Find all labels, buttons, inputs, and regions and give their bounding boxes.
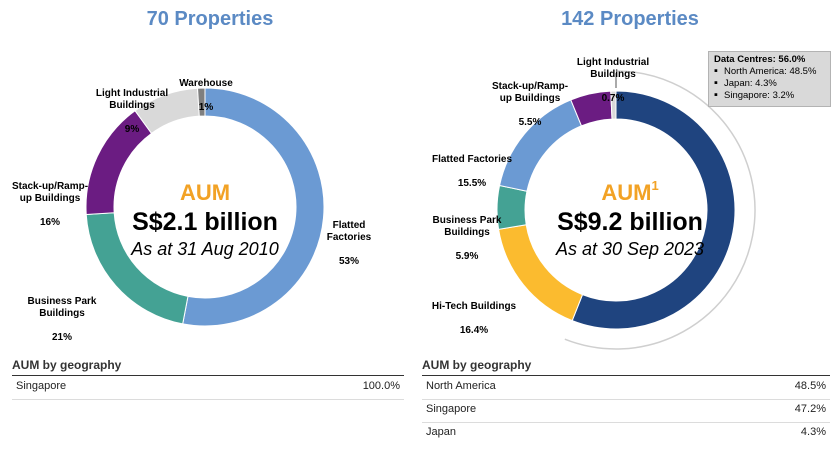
left-slice-flatted-factories <box>182 87 325 327</box>
label-r-business-park-name: Business Park Buildings <box>432 215 502 238</box>
left-aum-value: S$2.1 billion <box>132 208 278 236</box>
label-r-flatted-factories-value: 15.5% <box>457 178 487 189</box>
right-aum-date: As at 30 Sep 2023 <box>555 239 705 259</box>
label-stack-up-value: 16% <box>39 217 60 228</box>
right-chart-panel: 142 Properties Light Industrial Building… <box>420 0 840 450</box>
label-light-industrial-name: Light Industrial Buildings <box>95 88 169 111</box>
label-warehouse-name: Warehouse <box>179 78 233 89</box>
left-geo-row: Singapore 100.0% <box>12 380 404 400</box>
right-slice-data-centres <box>571 90 736 330</box>
data-centres-callout: Data Centres: 56.0% North America: 48.5%… <box>708 51 831 107</box>
geo-share: 47.2% <box>794 403 826 415</box>
geo-share: 48.5% <box>794 380 826 392</box>
right-geo-row: Japan 4.3% <box>422 426 830 446</box>
left-donut-chart <box>85 87 325 327</box>
label-business-park-value: 21% <box>51 332 72 343</box>
right-chart-title: 142 Properties <box>561 8 699 30</box>
label-r-light-industrial: Light Industrial Buildings 0.7% <box>558 45 668 117</box>
geo-share: 4.3% <box>800 426 826 438</box>
label-r-hi-tech: Hi-Tech Buildings 16.4% <box>424 289 524 349</box>
label-r-flatted-factories-name: Flatted Factories <box>431 154 513 165</box>
left-center-text: AUM S$2.1 billion As at 31 Aug 2010 <box>105 180 305 260</box>
label-r-stack-up-name: Stack-up/Ramp-up Buildings <box>491 81 569 104</box>
label-stack-up: Stack-up/Ramp-up Buildings 16% <box>4 169 96 241</box>
callout-item: North America: 48.5% <box>714 65 825 78</box>
label-r-hi-tech-name: Hi-Tech Buildings <box>431 301 517 312</box>
right-donut-chart <box>496 70 773 350</box>
left-aum-date: As at 31 Aug 2010 <box>131 239 279 259</box>
label-business-park-name: Business Park Buildings <box>27 296 97 319</box>
left-geo-header: AUM by geography <box>12 358 404 376</box>
label-warehouse-value: 1% <box>198 102 214 113</box>
right-geo-row: North America 48.5% <box>422 380 830 400</box>
label-flatted-factories-name: Flatted Factories <box>326 220 372 243</box>
footnote-marker: 1 <box>651 178 659 193</box>
left-aum-label: AUM <box>179 180 231 205</box>
label-light-industrial-value: 9% <box>124 124 140 135</box>
label-r-stack-up-value: 5.5% <box>518 117 542 128</box>
label-r-hi-tech-value: 16.4% <box>459 325 489 336</box>
left-chart-title: 70 Properties <box>146 8 274 30</box>
left-slice-warehouse <box>196 87 206 117</box>
label-r-business-park-value: 5.9% <box>455 251 479 262</box>
callout-item: Japan: 4.3% <box>714 77 825 90</box>
geo-share: 100.0% <box>362 380 400 392</box>
label-r-business-park: Business Park Buildings 5.9% <box>420 203 514 275</box>
label-r-stack-up: Stack-up/Ramp-up Buildings 5.5% <box>480 69 580 141</box>
right-geo-header: AUM by geography <box>422 358 830 376</box>
label-flatted-factories-value: 53% <box>338 256 359 267</box>
geo-region: Japan <box>426 426 456 438</box>
label-warehouse: Warehouse 1% <box>166 66 246 126</box>
right-aum-label-text: AUM <box>601 180 652 205</box>
geo-region: Singapore <box>16 380 67 392</box>
right-center-text: AUM1 S$9.2 billion As at 30 Sep 2023 <box>517 178 743 260</box>
label-r-light-industrial-name: Light Industrial Buildings <box>576 57 650 80</box>
label-flatted-factories: Flatted Factories 53% <box>304 208 394 280</box>
right-geo-row: Singapore 47.2% <box>422 403 830 423</box>
label-stack-up-name: Stack-up/Ramp-up Buildings <box>11 181 89 204</box>
geo-region: North America <box>426 380 496 392</box>
label-r-light-industrial-value: 0.7% <box>601 93 625 104</box>
label-r-flatted-factories: Flatted Factories 15.5% <box>422 142 522 202</box>
callout-title: Data Centres: 56.0% <box>714 54 806 65</box>
label-business-park: Business Park Buildings 21% <box>12 284 112 356</box>
callout-item: Singapore: 3.2% <box>714 89 825 102</box>
left-chart-panel: 70 Properties Flatted Factories 53% Busi… <box>4 8 404 400</box>
right-aum-value: S$9.2 billion <box>557 208 703 236</box>
data-centres-highlight-ring <box>564 70 756 350</box>
right-slice-light-industrial-buildings <box>610 90 617 120</box>
geo-region: Singapore <box>426 403 477 415</box>
label-light-industrial: Light Industrial Buildings 9% <box>86 76 178 148</box>
right-aum-label: AUM1 <box>517 178 743 206</box>
